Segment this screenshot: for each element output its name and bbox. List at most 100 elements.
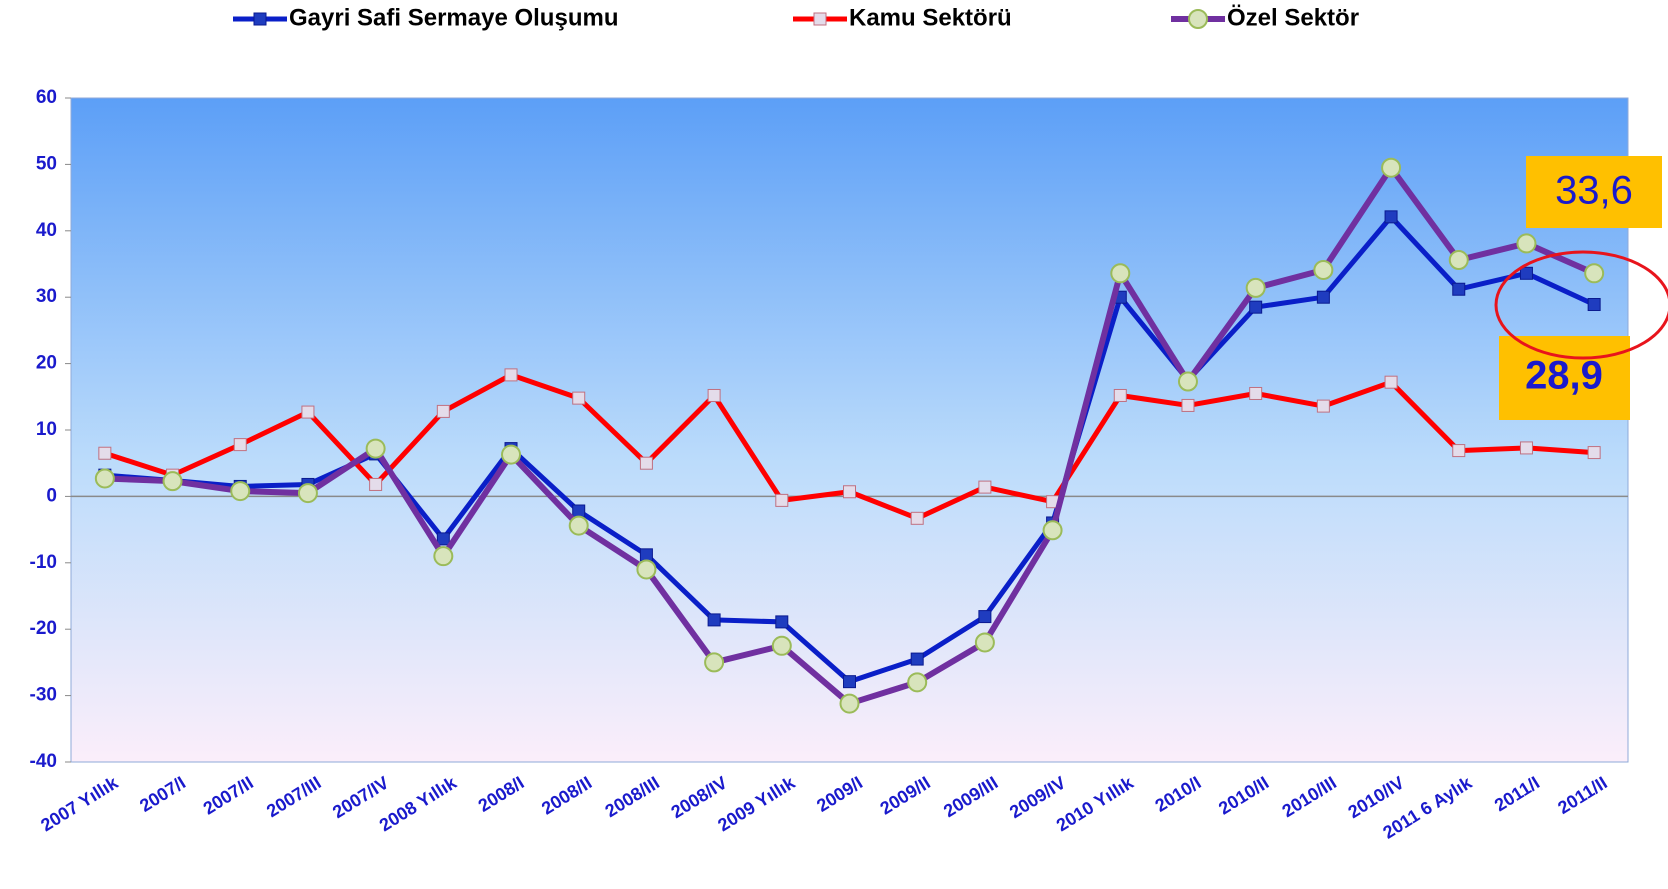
marker bbox=[843, 485, 856, 499]
annotation: 28,9 bbox=[1525, 354, 1603, 398]
x-tick-label: 2007/III bbox=[263, 772, 325, 821]
marker bbox=[94, 468, 115, 489]
marker bbox=[1042, 520, 1063, 541]
marker bbox=[433, 546, 454, 567]
marker bbox=[230, 481, 251, 502]
marker bbox=[501, 444, 522, 465]
x-tick-label: 2007/I bbox=[136, 772, 189, 815]
marker bbox=[907, 672, 928, 693]
marker bbox=[1384, 375, 1398, 389]
marker bbox=[639, 456, 653, 470]
y-tick-label: -20 bbox=[30, 618, 57, 639]
marker bbox=[978, 610, 992, 624]
highlight-ellipse bbox=[1494, 250, 1668, 360]
y-tick-label: 30 bbox=[36, 286, 57, 307]
marker bbox=[1452, 282, 1466, 296]
plot-area bbox=[70, 97, 1629, 763]
marker bbox=[974, 632, 995, 653]
x-tick-label: 2007 Yıllık bbox=[37, 772, 122, 835]
marker bbox=[707, 388, 721, 402]
legend-marker bbox=[1188, 9, 1208, 29]
x-tick-label: 2009/III bbox=[940, 772, 1002, 821]
annotation-box bbox=[1499, 336, 1630, 420]
x-tick-label: 2007/II bbox=[200, 772, 257, 818]
x-tick-label: 2009/I bbox=[813, 772, 866, 815]
y-tick-label: 0 bbox=[46, 485, 57, 506]
marker bbox=[1110, 263, 1131, 284]
marker bbox=[639, 548, 653, 562]
y-tick-label: -40 bbox=[30, 751, 57, 772]
y-tick-label: 20 bbox=[36, 353, 57, 374]
marker bbox=[365, 438, 386, 459]
y-tick-label: -30 bbox=[30, 685, 57, 706]
x-tick-label: 2009/II bbox=[877, 772, 934, 818]
marker bbox=[1384, 210, 1398, 224]
marker bbox=[1516, 233, 1537, 254]
marker bbox=[98, 446, 112, 460]
marker bbox=[369, 477, 383, 491]
marker bbox=[233, 438, 247, 452]
marker bbox=[1519, 266, 1533, 280]
x-tick-label: 2010 Yıllık bbox=[1053, 772, 1138, 835]
marker bbox=[704, 652, 725, 673]
marker bbox=[771, 635, 792, 656]
marker bbox=[297, 483, 318, 504]
marker bbox=[910, 511, 924, 525]
marker bbox=[978, 480, 992, 494]
marker bbox=[1584, 263, 1605, 284]
marker bbox=[1316, 290, 1330, 304]
legend-marker bbox=[813, 12, 827, 26]
y-tick-label: 40 bbox=[36, 220, 57, 241]
marker bbox=[775, 615, 789, 629]
x-tick-label: 2011/II bbox=[1554, 772, 1610, 818]
x-tick-label: 2010/II bbox=[1215, 772, 1272, 818]
x-tick-label: 2008/I bbox=[475, 772, 528, 815]
marker bbox=[1113, 388, 1127, 402]
marker bbox=[839, 693, 860, 714]
marker bbox=[1316, 399, 1330, 413]
marker bbox=[504, 368, 518, 382]
legend-label: Özel Sektör bbox=[1227, 4, 1359, 31]
marker bbox=[1177, 371, 1198, 392]
y-tick-label: 10 bbox=[36, 419, 57, 440]
marker bbox=[1181, 398, 1195, 412]
y-tick-label: 50 bbox=[36, 153, 57, 174]
y-tick-label: -10 bbox=[30, 552, 57, 573]
marker bbox=[1448, 250, 1469, 271]
x-tick-label: 2010/III bbox=[1278, 772, 1340, 821]
annotation: 33,6 bbox=[1555, 169, 1633, 213]
marker bbox=[1587, 298, 1601, 312]
legend-label: Gayri Safi Sermaye Oluşumu bbox=[289, 4, 618, 31]
marker bbox=[775, 493, 789, 507]
marker bbox=[1249, 386, 1263, 400]
legend-label: Kamu Sektörü bbox=[849, 4, 1012, 31]
legend-marker bbox=[253, 12, 267, 26]
marker bbox=[707, 613, 721, 627]
x-tick-label: 2010/I bbox=[1152, 772, 1205, 815]
marker bbox=[162, 471, 183, 492]
marker bbox=[1245, 277, 1266, 298]
marker bbox=[1381, 157, 1402, 178]
marker bbox=[1519, 441, 1533, 455]
marker bbox=[636, 559, 657, 580]
x-tick-label: 2011/I bbox=[1491, 772, 1543, 815]
marker bbox=[1313, 259, 1334, 280]
y-tick-label: 60 bbox=[36, 87, 57, 108]
marker bbox=[843, 675, 856, 689]
x-tick-label: 2008/III bbox=[602, 772, 664, 821]
x-tick-label: 2008/II bbox=[538, 772, 595, 818]
marker bbox=[572, 504, 586, 518]
marker bbox=[301, 405, 315, 419]
marker bbox=[1587, 446, 1601, 460]
marker bbox=[910, 652, 924, 666]
marker bbox=[1452, 444, 1466, 458]
marker bbox=[1249, 300, 1263, 314]
x-tick-label: 2009 Yıllık bbox=[714, 772, 799, 835]
annotation-box bbox=[1526, 156, 1662, 228]
marker bbox=[568, 515, 589, 536]
marker bbox=[572, 391, 586, 405]
x-tick-label: 2008 Yıllık bbox=[376, 772, 461, 835]
marker bbox=[436, 404, 450, 418]
marker bbox=[436, 532, 450, 546]
